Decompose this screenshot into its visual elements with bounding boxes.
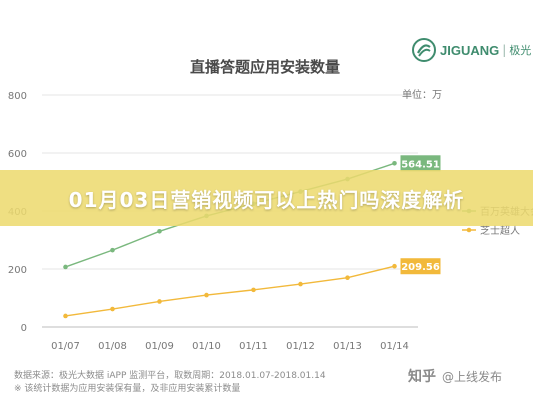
x-tick-label: 01/07 xyxy=(51,341,80,352)
watermark-text: @上线发布 xyxy=(442,370,503,384)
x-tick-label: 01/08 xyxy=(98,341,127,352)
source-note: ※ 该统计数据为应用安装保有量，及非应用安装累计数量 xyxy=(14,382,240,394)
zhihu-logo: 知乎 xyxy=(408,369,436,385)
y-tick-label: 0 xyxy=(21,323,27,334)
legend-marker xyxy=(466,227,472,233)
x-tick-label: 01/09 xyxy=(145,341,174,352)
data-point xyxy=(63,313,68,319)
end-value-label: 564.51 xyxy=(401,159,440,170)
x-axis-ticks: 01/07 01/08 01/09 01/10 01/11 01/12 01/13 01/14 xyxy=(51,341,409,352)
data-source-notes: 数据来源：极光大数据 iAPP 监测平台，取数周期：2018.01.07-201… xyxy=(14,369,326,394)
jiguang-logo-icon xyxy=(412,38,436,62)
headline-banner: 01月03日营销视频可以上热门吗深度解析 xyxy=(0,170,533,226)
x-tick-label: 01/14 xyxy=(380,341,409,352)
x-tick-label: 01/10 xyxy=(192,341,221,352)
data-point xyxy=(204,292,209,298)
brand-separator: | xyxy=(502,43,507,57)
brand-cn-name: 极光 xyxy=(509,44,532,57)
data-point xyxy=(157,229,162,234)
y-tick-label: 600 xyxy=(8,149,27,160)
zhihu-watermark: 知乎 @上线发布 xyxy=(408,366,502,386)
x-tick-label: 01/12 xyxy=(286,341,315,352)
end-value-badge xyxy=(400,155,441,172)
data-point xyxy=(392,160,397,166)
x-tick-label: 01/11 xyxy=(239,341,268,352)
data-point xyxy=(110,306,115,312)
y-tick-label: 200 xyxy=(8,265,27,276)
brand-name: JIGUANG xyxy=(440,42,500,58)
y-tick-label: 800 xyxy=(8,91,27,102)
unit-label: 单位：万 xyxy=(402,88,442,101)
data-point xyxy=(157,299,162,304)
headline-text: 01月03日营销视频可以上热门吗深度解析 xyxy=(68,187,465,212)
series-line xyxy=(65,265,395,317)
data-point xyxy=(298,281,303,287)
end-value-label: 209.56 xyxy=(401,262,440,273)
source-note: 数据来源：极光大数据 iAPP 监测平台，取数周期：2018.01.07-201… xyxy=(14,369,326,381)
brand-logo: JIGUANG | 极光 xyxy=(412,38,531,62)
data-point xyxy=(345,275,350,281)
data-point xyxy=(251,287,256,293)
data-point xyxy=(392,263,397,269)
legend-label: 芝士超人 xyxy=(480,224,520,237)
data-point xyxy=(63,264,68,270)
data-point xyxy=(110,247,115,253)
chart-title: 直播答题应用安装数量 xyxy=(190,58,340,76)
end-value-badge xyxy=(400,258,441,275)
x-tick-label: 01/13 xyxy=(333,341,362,352)
